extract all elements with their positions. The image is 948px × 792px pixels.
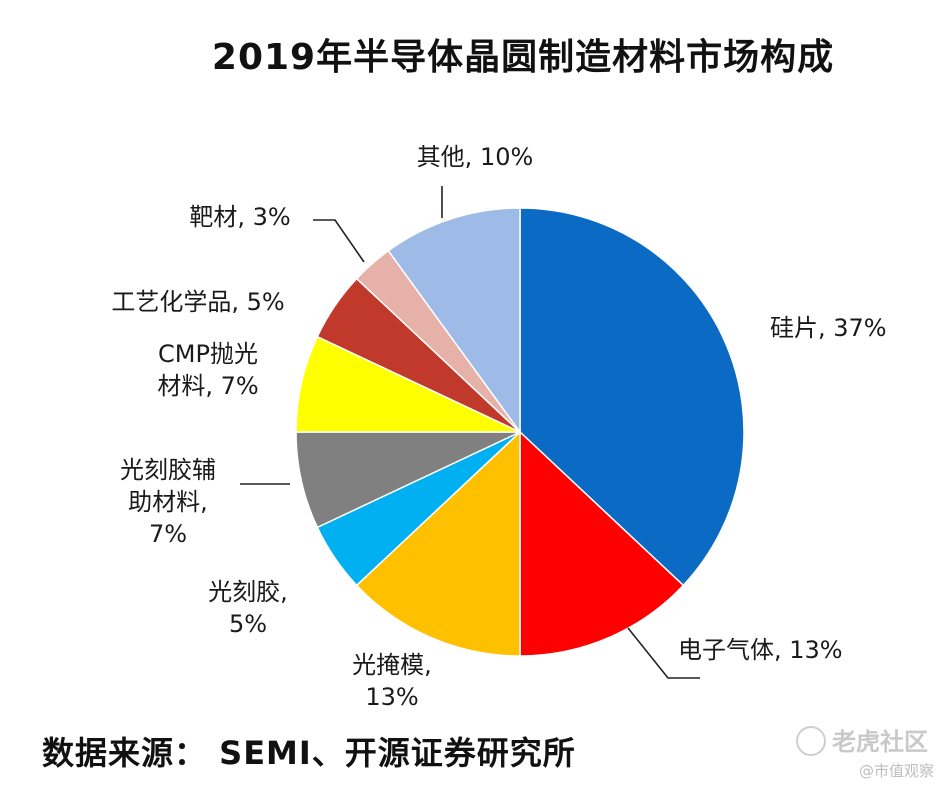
tiger-logo-icon (796, 726, 826, 756)
slice-label-6: 工艺化学品, 5% (111, 288, 284, 316)
slice-label-line: 7% (149, 520, 187, 548)
slice-label-line: 工艺化学品, 5% (111, 288, 284, 316)
slice-label-line: 13% (365, 683, 418, 711)
data-source-note: 数据来源： SEMI、开源证券研究所 (42, 734, 576, 772)
slice-label-5: CMP抛光材料, 7% (157, 340, 258, 400)
pie-slice-0 (519, 207, 745, 587)
slice-label-3: 光刻胶, 5% (208, 578, 288, 638)
leader-line-7 (313, 219, 365, 263)
watermark-brand: 老虎社区 (796, 722, 928, 758)
slice-label-line: 其他, 10% (417, 143, 534, 171)
pie-slice-2 (355, 430, 521, 657)
slice-label-0: 硅片, 37% (770, 314, 887, 342)
slice-label-2: 光掩模, 13% (352, 651, 432, 711)
chart-title-text: 2019年半导体晶圆制造材料市场构成 (211, 37, 835, 78)
watermark-author: @市值观察 (858, 762, 934, 780)
pie-slice-8 (387, 207, 521, 435)
slice-label-line: 助材料, (128, 488, 208, 516)
slice-label-line: 光刻胶, (208, 578, 288, 606)
slice-label-line: 电子气体, 13% (678, 636, 843, 664)
slice-label-7: 靶材, 3% (189, 203, 290, 231)
leader-line-1 (627, 627, 700, 679)
slice-label-line: CMP抛光 (158, 340, 258, 368)
watermark-brand-text: 老虎社区 (832, 728, 928, 756)
slice-label-4: 光刻胶辅助材料, 7% (120, 456, 216, 548)
pie-slice-1 (519, 430, 685, 657)
slice-label-8: 其他, 10% (417, 143, 534, 171)
slice-label-line: 材料, 7% (157, 372, 258, 400)
slice-label-line: 光掩模, (352, 651, 432, 679)
slice-label-1: 电子气体, 13% (678, 636, 843, 664)
slice-label-line: 硅片, 37% (770, 314, 887, 342)
slice-label-line: 光刻胶辅 (120, 456, 216, 484)
chart-title: 2019年半导体晶圆制造材料市场构成 (0, 28, 948, 80)
slice-label-line: 5% (229, 610, 267, 638)
slice-label-line: 靶材, 3% (189, 203, 290, 231)
